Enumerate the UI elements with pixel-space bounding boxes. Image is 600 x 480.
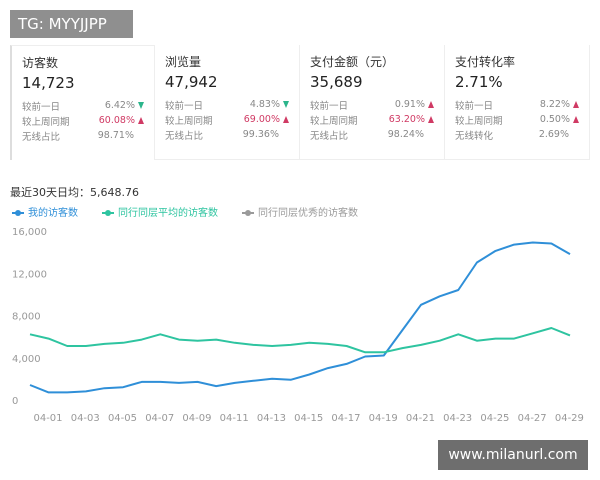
x-tick-label: 04-17 [331, 413, 360, 424]
kpi-value: 14,723 [22, 74, 75, 92]
kpi-row-label: 较上周同期 [22, 116, 70, 128]
kpi-row-label: 较上周同期 [310, 115, 358, 127]
kpi-value: 35,689 [310, 73, 363, 91]
series-line [29, 327, 571, 354]
trend-arrow [283, 116, 289, 123]
kpi-row-label: 无线占比 [310, 130, 349, 142]
x-tick-label: 04-21 [406, 413, 435, 424]
trend-arrow [283, 101, 289, 108]
y-tick-label: 4,000 [12, 354, 41, 365]
x-tick-label: 04-13 [257, 413, 286, 424]
x-tick-label: 04-25 [480, 413, 509, 424]
kpi-row: 无线转化 2.69% [455, 127, 579, 142]
kpi-row-label: 较前一日 [165, 100, 204, 112]
x-tick-label: 04-01 [33, 413, 62, 424]
kpi-row-value: 63.20% [388, 114, 425, 125]
kpi-row-value: 4.83% [249, 99, 280, 110]
kpi-row: 较前一日 0.91% [310, 97, 434, 112]
kpi-row-value: 8.22% [539, 99, 570, 110]
trend-arrow [428, 116, 434, 123]
trend-arrow [428, 101, 434, 108]
kpi-row-value: 0.91% [394, 99, 425, 110]
kpi-row-value: 0.50% [539, 114, 570, 125]
kpi-row: 较前一日 6.42% [22, 98, 144, 113]
kpi-row-value: 2.69% [538, 129, 569, 140]
trend-arrow [138, 117, 144, 124]
trend-arrow [573, 116, 579, 123]
x-tick-label: 04-05 [108, 413, 137, 424]
x-tick-label: 04-15 [294, 413, 323, 424]
x-tick-label: 04-23 [443, 413, 472, 424]
watermark: TG: MYYJJPP [10, 10, 133, 38]
kpi-row: 无线占比 99.36% [165, 127, 289, 142]
x-tick-label: 04-07 [145, 413, 174, 424]
x-tick-label: 04-19 [369, 413, 398, 424]
kpi-row: 较上周同期 63.20% [310, 112, 434, 127]
x-tick-label: 04-11 [220, 413, 249, 424]
kpi-title: 支付金额（元） [310, 55, 395, 69]
kpi-title: 支付转化率 [455, 55, 516, 69]
watermark: www.milanurl.com [438, 440, 588, 470]
kpi-row: 较前一日 8.22% [455, 97, 579, 112]
kpi-title: 浏览量 [165, 55, 202, 69]
y-tick-label: 16,000 [12, 227, 47, 238]
x-tick-label: 04-09 [182, 413, 211, 424]
legend-label[interactable]: 我的访客数 [28, 206, 78, 219]
kpi-card[interactable]: 浏览量 47,942 较前一日 4.83% 较上周同期 69.00% 无线占比 99.36% [155, 45, 300, 160]
legend-dot [245, 210, 251, 216]
kpi-card[interactable]: 支付转化率 2.71% 较前一日 8.22% 较上周同期 0.50% 无线转化 2.69% [445, 45, 590, 160]
kpi-row: 较前一日 4.83% [165, 97, 289, 112]
kpi-row-label: 无线转化 [455, 130, 494, 142]
kpi-row: 较上周同期 60.08% [22, 113, 144, 128]
kpi-card[interactable]: 支付金额（元） 35,689 较前一日 0.91% 较上周同期 63.20% 无线占比 98.… [300, 45, 445, 160]
kpi-row-label: 较前一日 [455, 100, 494, 112]
kpi-row-label: 较上周同期 [455, 115, 503, 127]
kpi-row-label: 较上周同期 [165, 115, 213, 127]
legend-label[interactable]: 同行同层平均的访客数 [118, 206, 218, 219]
kpi-card[interactable]: 访客数 14,723 较前一日 6.42% 较上周同期 60.08% 无线占比 98.71% [10, 45, 155, 160]
trend-arrow [138, 102, 144, 109]
kpi-row-label: 无线占比 [22, 131, 61, 143]
x-tick-label: 04-03 [71, 413, 100, 424]
x-tick-label: 04-29 [555, 413, 584, 424]
kpi-value: 2.71% [455, 73, 503, 91]
kpi-row-value: 6.42% [104, 100, 135, 111]
y-tick-label: 8,000 [12, 312, 41, 323]
x-tick-label: 04-27 [518, 413, 547, 424]
kpi-row-value: 98.71% [97, 130, 134, 141]
kpi-row-label: 较前一日 [310, 100, 349, 112]
kpi-row-label: 无线占比 [165, 130, 204, 142]
kpi-row-value: 98.24% [387, 129, 424, 140]
series-line [29, 241, 571, 394]
legend-dot [15, 210, 21, 216]
kpi-row: 较上周同期 69.00% [165, 112, 289, 127]
kpi-value: 47,942 [165, 73, 218, 91]
trend-arrow [573, 101, 579, 108]
kpi-row: 无线占比 98.71% [22, 128, 144, 143]
kpi-cards: 访客数 14,723 较前一日 6.42% 较上周同期 60.08% 无线占比 98.71% 浏… [10, 45, 590, 160]
legend-label[interactable]: 同行同层优秀的访客数 [258, 206, 358, 219]
y-tick-label: 0 [12, 396, 18, 407]
chart-subtitle: 最近30天日均：5,648.76 [10, 186, 139, 199]
y-tick-label: 12,000 [12, 269, 47, 280]
legend-dot [105, 210, 111, 216]
kpi-row-value: 60.08% [98, 115, 135, 126]
kpi-row: 较上周同期 0.50% [455, 112, 579, 127]
kpi-row-value: 69.00% [243, 114, 280, 125]
kpi-title: 访客数 [22, 56, 59, 70]
kpi-row: 无线占比 98.24% [310, 127, 434, 142]
kpi-row-value: 99.36% [242, 129, 279, 140]
kpi-row-label: 较前一日 [22, 101, 61, 113]
